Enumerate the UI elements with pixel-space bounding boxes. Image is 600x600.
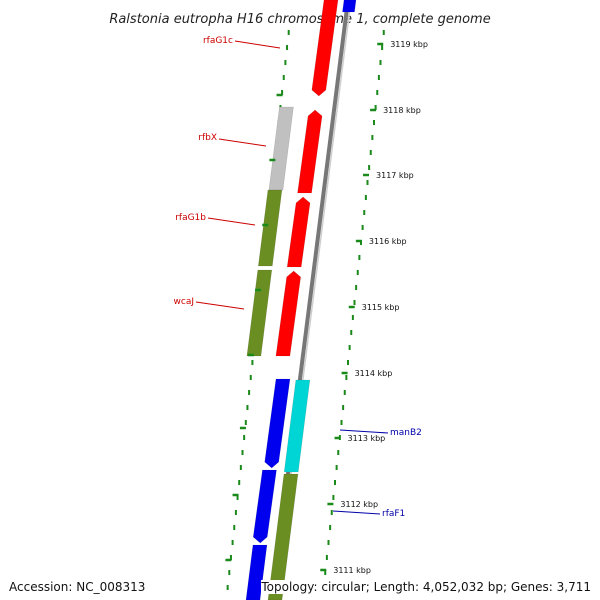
guide-dot <box>236 495 239 500</box>
gene-label-wcaJ[interactable]: wcaJ <box>174 297 194 307</box>
guide-dot <box>244 420 247 425</box>
guide-dot <box>376 90 379 95</box>
guide-dot <box>330 510 333 515</box>
guide-dot <box>327 540 330 545</box>
guide-dot <box>238 480 241 485</box>
guide-dot <box>324 570 327 575</box>
scale-ticks: 3119 kbp 3118 kbp 3117 kbp 3116 kbp 3115 kbp… <box>225 40 428 575</box>
guide-dot <box>347 360 349 365</box>
gene-block-top-blue <box>342 0 357 13</box>
guide-dot <box>231 540 234 545</box>
tick-label: 3112 kbp <box>340 500 378 509</box>
guide-dot <box>358 255 361 260</box>
guide-dot <box>335 465 338 470</box>
guide-dot <box>281 90 284 95</box>
guide-dot <box>343 390 346 395</box>
guide-dot <box>251 360 254 365</box>
guide-dot <box>377 75 380 80</box>
guide-dot <box>364 195 367 200</box>
guide-dot <box>248 390 251 395</box>
guide-dot <box>287 30 290 35</box>
gene-block-manB2 <box>283 379 311 473</box>
gene-leader-line <box>218 138 267 147</box>
guide-dot <box>233 525 236 530</box>
gene-label-rfaF1[interactable]: rfaF1 <box>382 509 405 519</box>
tick-label: 3117 kbp <box>376 171 414 180</box>
guide-dot <box>361 225 364 230</box>
guide-dot <box>345 375 348 380</box>
tick-label: 3114 kbp <box>355 369 393 378</box>
genome-summary-text: Topology: circular; Length: 4,052,032 bp… <box>261 580 591 594</box>
guide-dot <box>368 165 371 170</box>
gene-block-rfaF1 <box>267 473 299 600</box>
tick-label: 3115 kbp <box>362 303 400 312</box>
guide-dot <box>229 555 232 560</box>
tick-label: 3116 kbp <box>369 237 407 246</box>
gene-label-rfaG1c[interactable]: rfaG1c <box>203 36 233 46</box>
guide-dot <box>348 345 351 350</box>
guide-dot <box>282 75 285 80</box>
guide-dot <box>239 465 242 470</box>
guide-dot <box>226 585 229 590</box>
tick-label: 3118 kbp <box>383 106 421 115</box>
guide-dot <box>373 120 375 125</box>
gene-block-rfaG1b <box>286 196 311 268</box>
tick-label: 3113 kbp <box>348 434 386 443</box>
guide-dot <box>360 240 362 245</box>
gene-labels: rfaG1c rfbX rfaG1b wcaJ manB2 rfaF1 <box>174 36 422 519</box>
guide-dot <box>243 435 246 440</box>
gene-label-rfaG1b[interactable]: rfaG1b <box>175 213 206 223</box>
guide-dot <box>241 450 244 455</box>
accession-text: Accession: NC_008313 <box>9 580 146 594</box>
gene-block-blue-b <box>252 469 277 544</box>
guide-dot <box>366 180 369 185</box>
guide-dot <box>286 45 289 50</box>
gene-leader-line <box>195 301 245 310</box>
guide-dot <box>382 30 385 35</box>
guide-dot <box>234 510 237 515</box>
guide-dot <box>249 375 252 380</box>
tick-label: 3111 kbp <box>333 566 371 575</box>
guide-dot <box>284 60 287 65</box>
guide-dot <box>374 105 377 110</box>
gene-label-rfbX[interactable]: rfbX <box>198 133 217 143</box>
guide-dot <box>369 150 372 155</box>
guide-dot <box>351 315 354 320</box>
guide-dot <box>363 210 366 215</box>
gene-block-rfbX <box>297 109 323 194</box>
guide-dot <box>379 60 382 65</box>
gene-features <box>245 0 357 600</box>
guide-dot <box>371 135 374 140</box>
guide-dot <box>334 480 336 485</box>
guide-dot <box>329 525 332 530</box>
gene-block-olive-a <box>257 189 283 267</box>
guide-dot <box>246 405 249 410</box>
gene-label-manB2[interactable]: manB2 <box>390 428 422 438</box>
gene-block-olive-b <box>246 269 273 357</box>
gene-leader-line <box>234 40 281 49</box>
guide-dot <box>337 450 340 455</box>
guide-dot <box>325 555 328 560</box>
guide-dot <box>228 570 231 575</box>
gene-leader-line <box>339 429 389 434</box>
guide-dot <box>355 285 358 290</box>
gene-leader-line <box>332 510 381 515</box>
gene-block-blue-a <box>264 378 291 469</box>
guide-dot <box>350 330 353 335</box>
gene-block-gray <box>268 106 294 191</box>
guide-dot <box>332 495 335 500</box>
gene-block-wcaJ <box>275 270 301 357</box>
guide-dot <box>353 300 356 305</box>
gene-block-rfaG1c <box>311 0 339 97</box>
guide-dot <box>340 420 343 425</box>
tick-label: 3119 kbp <box>390 40 428 49</box>
map-title: Ralstonia eutropha H16 chromosome 1, com… <box>109 12 490 27</box>
guide-dot <box>381 45 384 50</box>
guide-dot <box>356 270 359 275</box>
guide-dot <box>342 405 345 410</box>
gene-leader-line <box>207 217 256 226</box>
